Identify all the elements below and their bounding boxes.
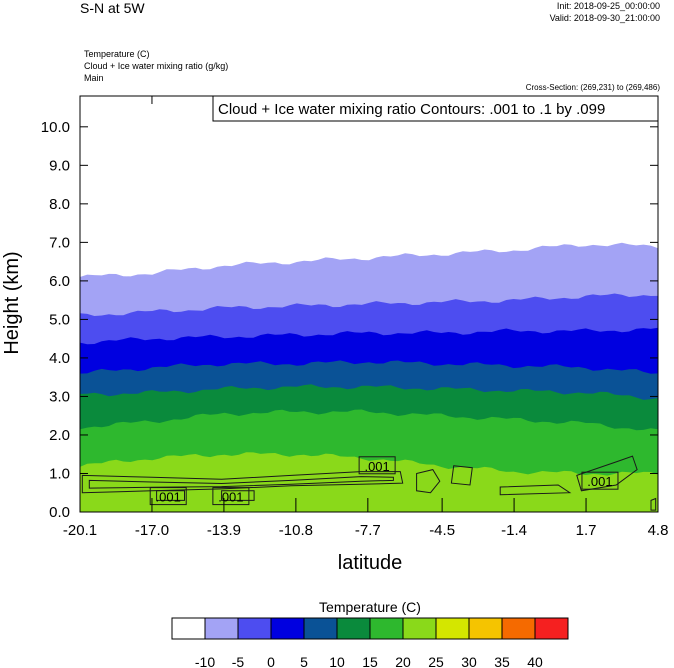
- cross-section-label: Cross-Section: (269,231) to (269,486): [525, 83, 660, 92]
- colorbar-label: 10: [329, 654, 345, 668]
- colorbar-label: 15: [362, 654, 378, 668]
- contour-label: .001: [358, 456, 396, 475]
- colorbar-label: 35: [494, 654, 510, 668]
- colorbar-label: 0: [267, 654, 275, 668]
- colorbar-swatch: [435, 617, 470, 640]
- y-tick-label: 2.0: [49, 427, 70, 444]
- contour-label-text: .001: [587, 474, 612, 489]
- x-tick-label: -17.0: [135, 522, 169, 539]
- field-main: Main: [84, 73, 104, 83]
- cloud-contour: [576, 455, 638, 492]
- temp-layer-25-surface: [402, 492, 658, 512]
- y-tick-label: 7.0: [49, 234, 70, 251]
- cloud-ice-contours: .001 .001 .001 .001: [81, 455, 657, 511]
- init-time: Init: 2018-09-25_00:00:00: [556, 1, 660, 11]
- cloud-contour: [416, 469, 441, 494]
- y-tick-label: 5.0: [49, 311, 70, 328]
- colorbar-swatch: [501, 617, 536, 640]
- axis-ticks: 0.0 1.0 2.0 3.0 4.0 5.0 6.0 7.0 8.0 9.0 10.0 -20.1 -…: [41, 96, 669, 539]
- x-tick-label: -4.5: [429, 522, 455, 539]
- temperature-colorbar: -10 -5 0 5 10 15 20 25 30 35 40: [171, 617, 569, 668]
- temp-layer-20: [80, 452, 658, 512]
- y-tick-label: 3.0: [49, 388, 70, 405]
- valid-time: Valid: 2018-09-30_21:00:00: [549, 13, 660, 23]
- colorbar-swatch: [534, 617, 569, 640]
- colorbar-label: 30: [461, 654, 477, 668]
- y-tick-label: 0.0: [49, 504, 70, 521]
- x-tick-label: -13.9: [207, 522, 241, 539]
- x-tick-label: -20.1: [63, 522, 97, 539]
- cloud-contour: [156, 490, 185, 501]
- colorbar-label: -5: [232, 654, 245, 668]
- field-temperature: Temperature (C): [84, 49, 150, 59]
- x-tick-label: 4.8: [648, 522, 669, 539]
- contour-label: .001: [581, 471, 619, 490]
- y-tick-label: 4.0: [49, 350, 70, 367]
- contour-label-text: .001: [364, 459, 389, 474]
- y-tick-label: 9.0: [49, 157, 70, 174]
- colorbar-swatch: [468, 617, 503, 640]
- plot-title: S-N at 5W: [80, 0, 145, 16]
- colorbar-swatch: [270, 617, 305, 640]
- colorbar-swatch: [402, 617, 437, 640]
- contour-label-text: .001: [156, 490, 181, 505]
- y-tick-label: 10.0: [41, 119, 70, 136]
- colorbar-label: 5: [300, 654, 308, 668]
- colorbar-title: Temperature (C): [319, 599, 421, 615]
- colorbar-swatch: [336, 617, 371, 640]
- y-tick-label: 1.0: [49, 465, 70, 482]
- cloud-contour: [650, 497, 657, 511]
- cloud-contour: [499, 484, 572, 496]
- cloud-contour: [450, 465, 473, 486]
- y-tick-label: 6.0: [49, 273, 70, 290]
- x-tick-label: -10.8: [279, 522, 313, 539]
- contour-label-text: .001: [218, 490, 243, 505]
- colorbar-swatch: [171, 617, 206, 640]
- colorbar-label: 20: [395, 654, 411, 668]
- colorbar-label: -10: [195, 654, 215, 668]
- x-tick-label: -7.7: [355, 522, 381, 539]
- contour-label: .001: [212, 487, 250, 506]
- temperature-fill-layers: [80, 96, 658, 513]
- contour-info-box: Cloud + Ice water mixing ratio Contours:…: [212, 95, 659, 122]
- y-axis-label: Height (km): [1, 251, 23, 354]
- contour-info-text: Cloud + Ice water mixing ratio Contours:…: [218, 101, 605, 118]
- colorbar-swatch: [303, 617, 338, 640]
- cloud-contour: [221, 490, 255, 501]
- colorbar-swatch: [369, 617, 404, 640]
- colorbar-label: 25: [428, 654, 444, 668]
- colorbar-swatch: [204, 617, 239, 640]
- colorbar-swatch: [237, 617, 272, 640]
- y-tick-label: 8.0: [49, 196, 70, 213]
- x-tick-label: -1.4: [501, 522, 527, 539]
- colorbar-label: 40: [527, 654, 543, 668]
- cloud-contour: [81, 471, 404, 494]
- x-tick-label: 1.7: [576, 522, 597, 539]
- contour-label: .001: [149, 487, 187, 506]
- x-axis-label: latitude: [338, 552, 403, 574]
- field-cloud-ice: Cloud + Ice water mixing ratio (g/kg): [84, 61, 229, 71]
